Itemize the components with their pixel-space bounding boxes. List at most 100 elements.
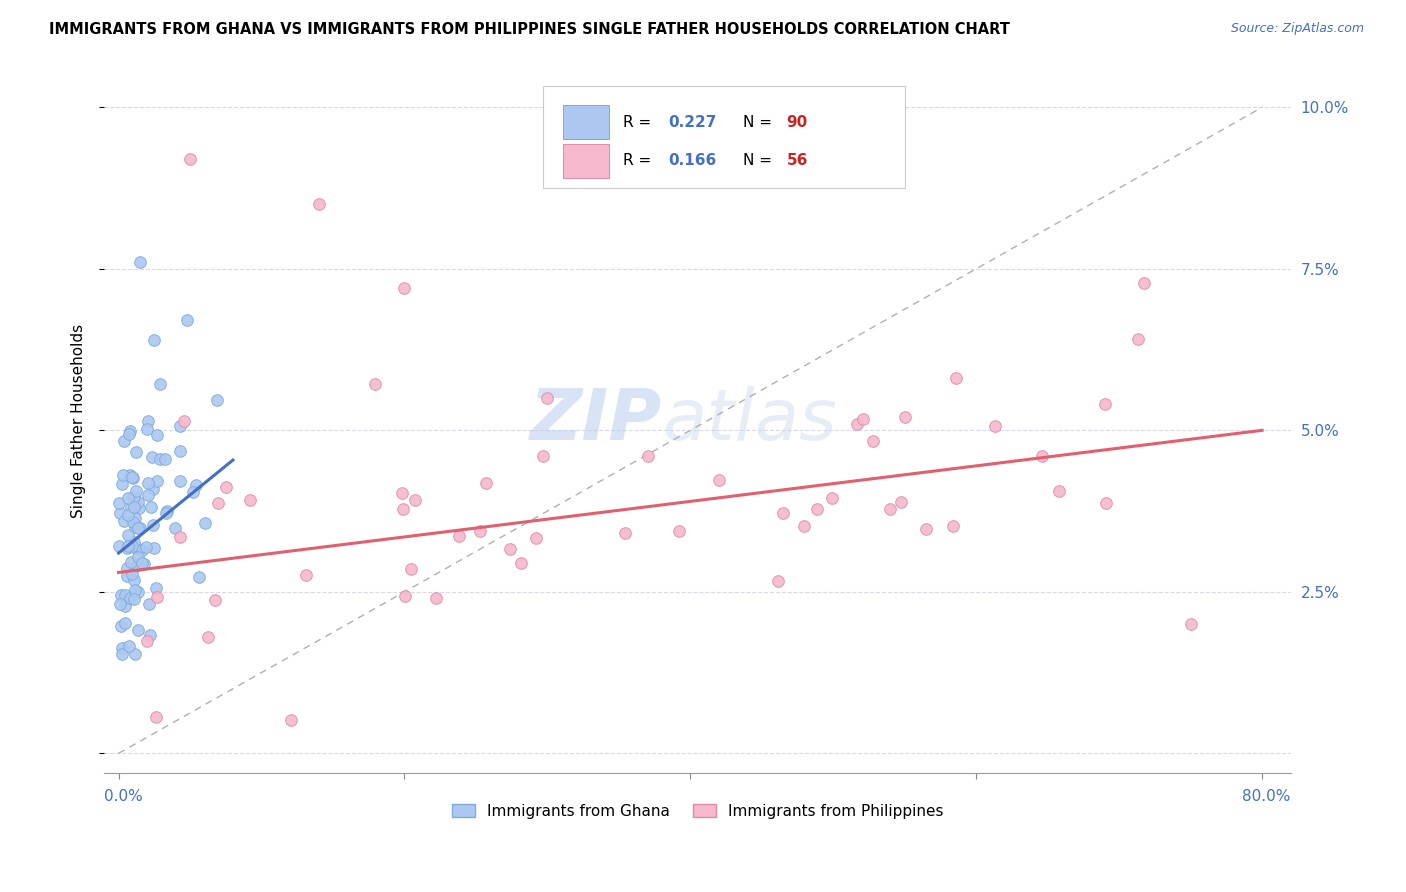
Point: [536, 391, 558, 405]
Point: [121, 470, 143, 484]
Point: [531, 449, 554, 463]
Point: [942, 519, 965, 533]
Text: atlas: atlas: [662, 386, 837, 455]
Point: [124, 510, 146, 524]
Point: [169, 474, 191, 488]
Point: [308, 197, 330, 211]
Point: [146, 474, 169, 488]
Point: [124, 490, 146, 504]
Point: [111, 647, 134, 661]
Point: [118, 427, 141, 442]
Point: [709, 473, 731, 487]
Point: [120, 500, 142, 515]
Point: [852, 412, 875, 426]
Point: [128, 500, 150, 515]
Bar: [564, 144, 609, 178]
Point: [499, 541, 522, 556]
Text: 0.0%: 0.0%: [104, 789, 143, 804]
Point: [114, 588, 136, 602]
Point: [793, 519, 815, 533]
Point: [181, 484, 204, 499]
Point: [447, 529, 470, 543]
Point: [136, 414, 159, 428]
Point: [115, 561, 138, 575]
Point: [122, 515, 145, 529]
Point: [145, 581, 167, 595]
Point: [207, 496, 229, 510]
Point: [184, 478, 207, 492]
Legend: Immigrants from Ghana, Immigrants from Philippines: Immigrants from Ghana, Immigrants from P…: [446, 797, 949, 825]
Point: [821, 491, 844, 506]
Point: [131, 556, 153, 570]
Point: [894, 410, 917, 425]
Point: [475, 476, 498, 491]
Point: [117, 508, 139, 522]
Point: [637, 449, 659, 463]
Point: [125, 484, 148, 499]
Point: [134, 558, 156, 572]
Point: [122, 591, 145, 606]
Point: [239, 492, 262, 507]
Point: [121, 567, 143, 582]
Text: N =: N =: [742, 153, 776, 169]
Point: [114, 599, 136, 614]
Text: 56: 56: [786, 153, 808, 169]
Point: [114, 434, 136, 448]
Point: [1094, 397, 1116, 411]
Point: [143, 541, 166, 555]
Point: [142, 482, 165, 496]
Point: [363, 376, 385, 391]
Point: [1126, 332, 1149, 346]
Point: [772, 506, 794, 520]
Point: [115, 569, 138, 583]
Point: [1031, 449, 1053, 463]
Point: [879, 501, 901, 516]
Point: [890, 495, 912, 509]
Point: [125, 444, 148, 458]
Text: 0.227: 0.227: [668, 114, 716, 129]
Point: [169, 530, 191, 544]
Point: [127, 550, 149, 565]
Point: [131, 542, 153, 557]
Point: [111, 640, 134, 655]
Point: [155, 507, 177, 521]
Point: [136, 633, 159, 648]
Point: [120, 555, 142, 569]
Point: [127, 624, 149, 638]
Point: [124, 583, 146, 598]
Point: [136, 488, 159, 502]
Point: [117, 491, 139, 505]
Point: [204, 593, 226, 607]
Point: [120, 468, 142, 483]
Point: [280, 713, 302, 727]
Point: [121, 471, 143, 485]
Text: 80.0%: 80.0%: [1243, 789, 1291, 804]
Point: [117, 527, 139, 541]
Point: [112, 514, 135, 528]
Point: [394, 589, 416, 603]
Y-axis label: Single Father Households: Single Father Households: [72, 324, 86, 517]
Text: ZIP: ZIP: [530, 386, 662, 455]
Point: [294, 568, 316, 582]
Point: [117, 541, 139, 556]
Text: R =: R =: [623, 153, 655, 169]
Point: [1047, 483, 1070, 498]
Point: [111, 476, 134, 491]
Point: [124, 520, 146, 534]
Point: [399, 562, 422, 576]
Point: [510, 556, 533, 570]
Point: [1094, 496, 1116, 510]
Point: [107, 539, 129, 553]
Point: [945, 371, 967, 385]
Point: [124, 500, 146, 515]
Point: [1133, 277, 1156, 291]
FancyBboxPatch shape: [543, 87, 905, 188]
Point: [110, 588, 132, 602]
Text: 0.166: 0.166: [668, 153, 716, 169]
Point: [143, 333, 166, 347]
Point: [392, 502, 415, 516]
Point: [187, 570, 209, 584]
Point: [118, 425, 141, 439]
Point: [915, 522, 938, 536]
Point: [984, 419, 1007, 434]
